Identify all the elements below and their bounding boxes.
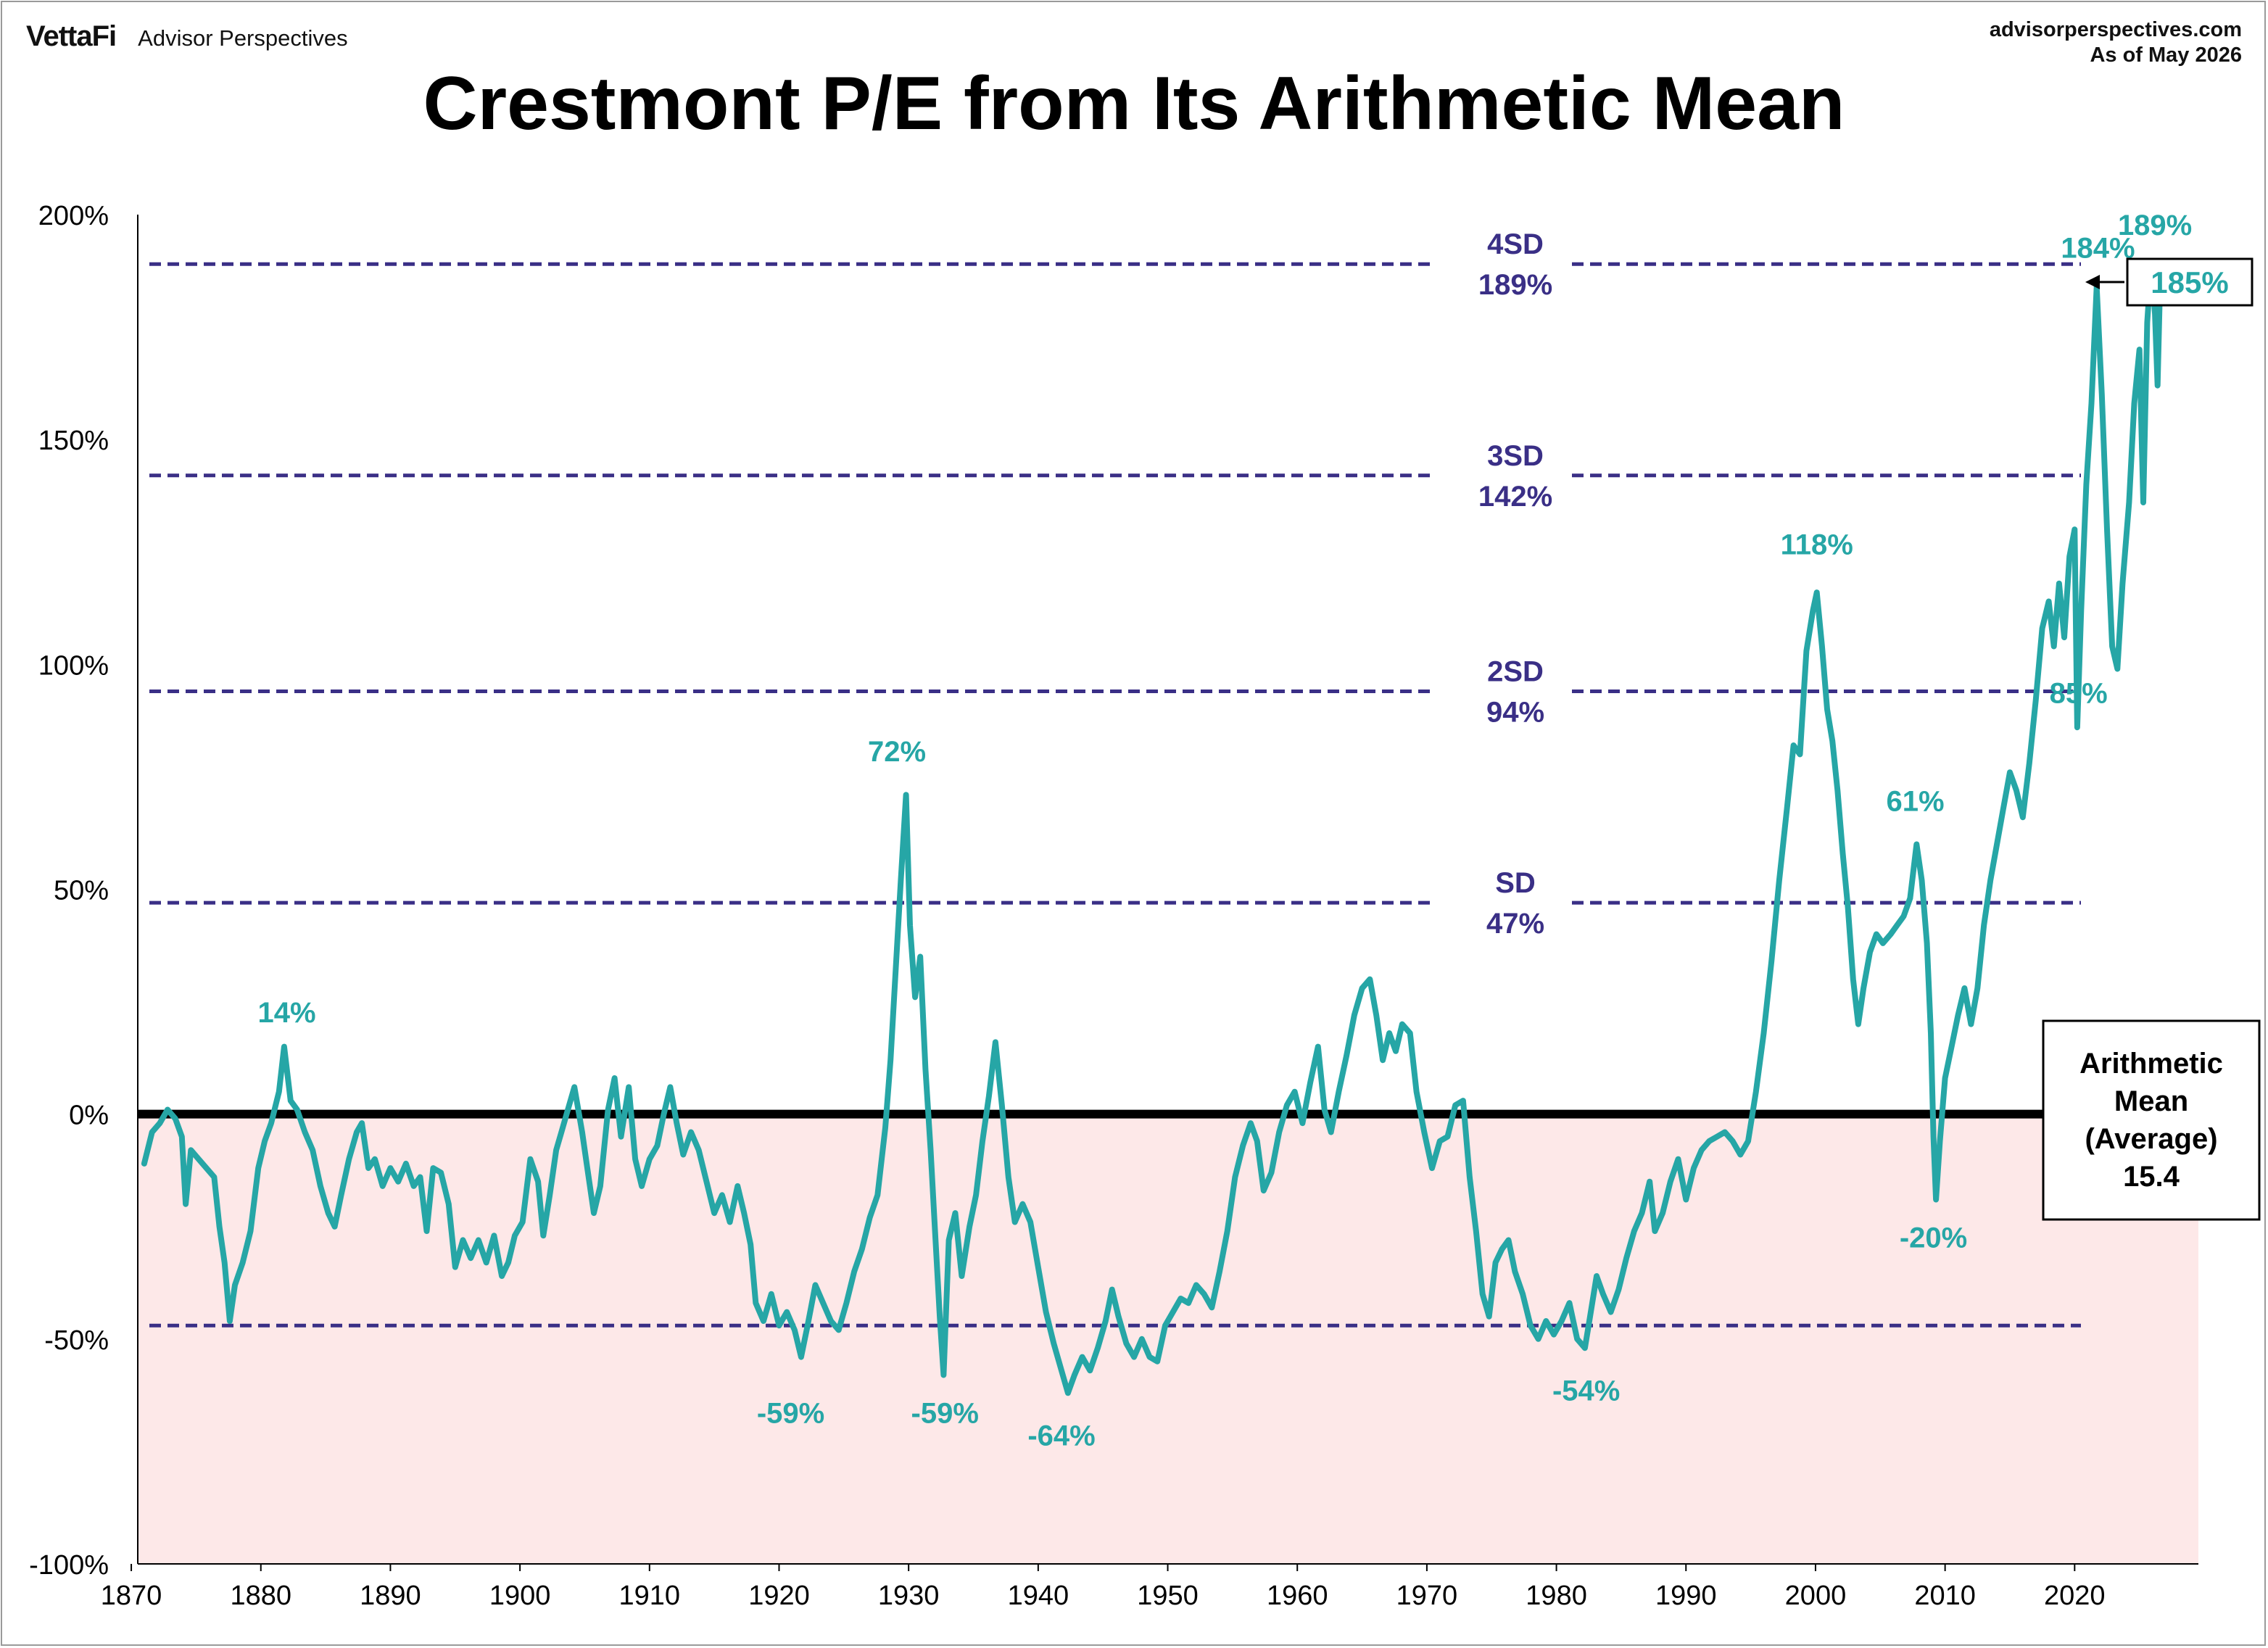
sd-value-label: 142% bbox=[1478, 481, 1552, 513]
chart-title: Crestmont P/E from Its Arithmetic Mean bbox=[423, 62, 1845, 146]
y-tick-label: 50% bbox=[54, 876, 109, 906]
x-tick-label: 1890 bbox=[360, 1581, 421, 1611]
x-tick-label: 1960 bbox=[1267, 1581, 1328, 1611]
as-of-date: As of May 2026 bbox=[2090, 44, 2242, 67]
x-tick-label: 1990 bbox=[1655, 1581, 1717, 1611]
data-label: 14% bbox=[257, 997, 315, 1029]
data-label: -64% bbox=[1027, 1420, 1095, 1452]
x-tick-label: 2000 bbox=[1785, 1581, 1847, 1611]
data-label: 72% bbox=[868, 736, 926, 768]
y-tick-label: 200% bbox=[38, 201, 109, 231]
x-tick-label: 1940 bbox=[1008, 1581, 1069, 1611]
sd-label: 2SD bbox=[1487, 656, 1544, 688]
y-tick-label: 150% bbox=[38, 426, 109, 456]
x-tick-label: 2010 bbox=[1914, 1581, 1976, 1611]
brand: VettaFi Advisor Perspectives bbox=[26, 20, 348, 53]
sd-label: SD bbox=[1495, 867, 1536, 899]
data-label: 61% bbox=[1887, 785, 1945, 817]
x-tick-label: 1980 bbox=[1526, 1581, 1587, 1611]
y-tick-label: 100% bbox=[38, 650, 109, 681]
data-label: 118% bbox=[1781, 529, 1853, 561]
arithmetic-mean-label: (Average) bbox=[2085, 1123, 2217, 1155]
current-value-arrowhead bbox=[2085, 275, 2100, 290]
sd-label: 3SD bbox=[1487, 440, 1544, 472]
sd-value-label: 47% bbox=[1486, 908, 1544, 940]
arithmetic-mean-label: 15.4 bbox=[2123, 1161, 2180, 1193]
arithmetic-mean-label: Arithmetic bbox=[2079, 1048, 2223, 1080]
data-label: 85% bbox=[2050, 677, 2108, 709]
data-label: -59% bbox=[911, 1398, 979, 1430]
x-tick-label: 2020 bbox=[2044, 1581, 2106, 1611]
x-tick-label: 1910 bbox=[619, 1581, 681, 1611]
arithmetic-mean-box bbox=[2042, 1019, 2261, 1221]
sd-value-label: 189% bbox=[1478, 269, 1552, 301]
arithmetic-mean-label: Mean bbox=[2114, 1085, 2188, 1117]
y-tick-label: -50% bbox=[44, 1325, 109, 1356]
vettafi-logo: VettaFi bbox=[26, 20, 117, 52]
x-tick-label: 1880 bbox=[230, 1581, 291, 1611]
x-tick-label: 1900 bbox=[489, 1581, 551, 1611]
current-value-label: 185% bbox=[2151, 265, 2228, 299]
sd-value-label: 94% bbox=[1486, 697, 1544, 729]
current-value-box bbox=[2126, 257, 2253, 307]
data-label: -54% bbox=[1552, 1375, 1620, 1407]
x-tick-label: 1870 bbox=[101, 1581, 162, 1611]
below-mean-shading bbox=[138, 1114, 2198, 1564]
data-label: 189% bbox=[2118, 210, 2192, 241]
data-label: -59% bbox=[757, 1398, 824, 1430]
site-url: advisorperspectives.com bbox=[1989, 18, 2242, 41]
x-tick-label: 1930 bbox=[878, 1581, 940, 1611]
source-info: advisorperspectives.com As of May 2026 bbox=[1990, 17, 2242, 68]
data-label: 184% bbox=[2061, 232, 2135, 264]
sd-label: 4SD bbox=[1487, 228, 1544, 260]
x-tick-label: 1920 bbox=[748, 1581, 810, 1611]
y-tick-label: 0% bbox=[69, 1101, 109, 1131]
data-label: -20% bbox=[1900, 1222, 1967, 1254]
x-tick-label: 1950 bbox=[1137, 1581, 1199, 1611]
x-tick-label: 1970 bbox=[1396, 1581, 1458, 1611]
pe-deviation-series bbox=[141, 261, 2164, 1396]
brand-name: Advisor Perspectives bbox=[138, 25, 348, 51]
y-tick-label: -100% bbox=[29, 1550, 109, 1581]
